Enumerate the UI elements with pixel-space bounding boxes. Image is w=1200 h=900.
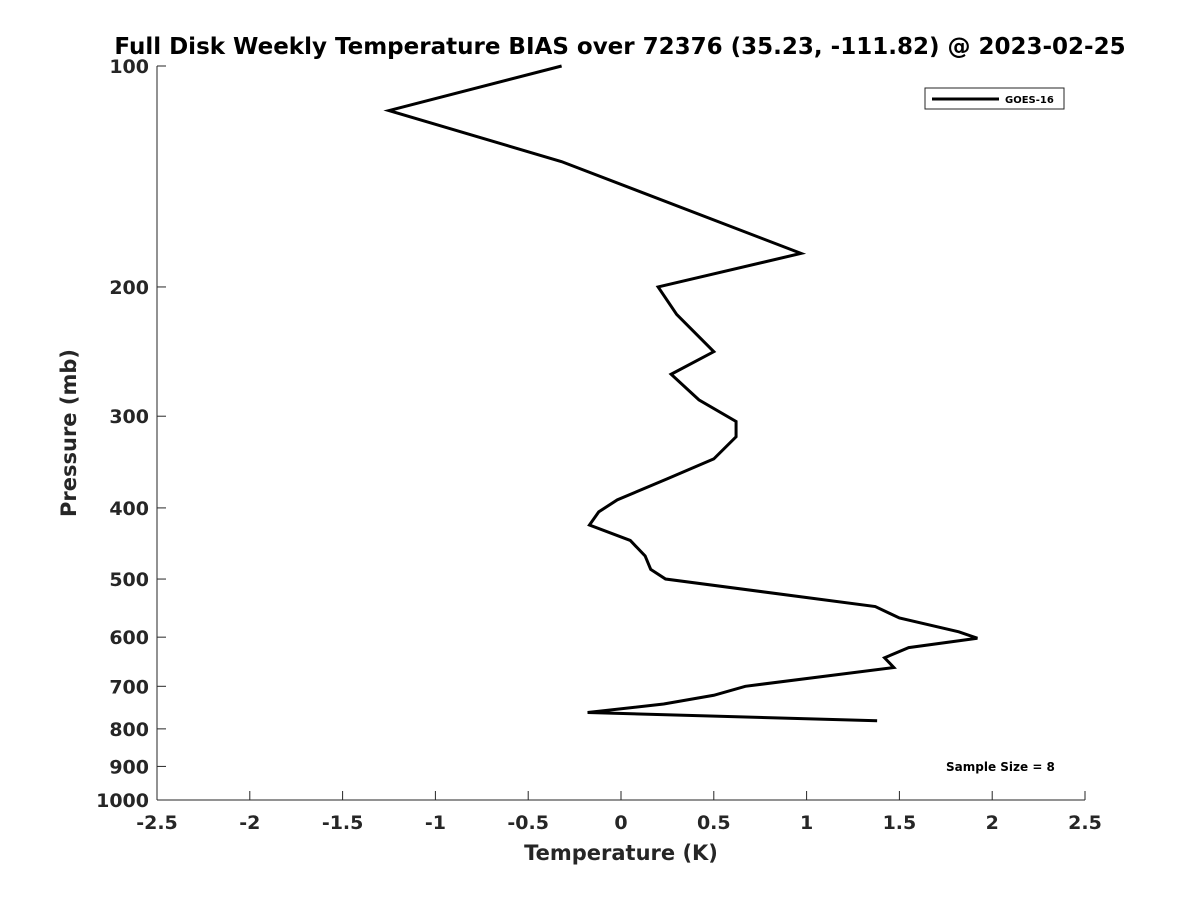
legend: GOES-16 [924,87,1065,110]
chart-title: Full Disk Weekly Temperature BIAS over 7… [114,34,1125,60]
x-tick-label: 2 [986,812,999,834]
sample-size-annotation: Sample Size = 8 [946,760,1055,774]
y-tick-label: 900 [109,756,149,778]
x-axis-label: Temperature (K) [524,841,718,865]
x-axis-ticks: -2.5 -2 -1.5 -1 -0.5 0 0.5 1 1.5 2 2.5 [136,791,1102,834]
x-tick-label: -1.5 [322,812,364,834]
y-tick-label: 400 [109,498,149,520]
x-tick-label: 1 [800,812,813,834]
plot-area [157,66,1085,800]
y-tick-label: 300 [109,406,149,428]
series-line-goes-16 [383,64,978,723]
x-tick-label: 0 [614,812,627,834]
y-tick-label: 100 [109,56,149,78]
y-axis-label: Pressure (mb) [57,349,81,517]
x-tick-label: 0.5 [697,812,731,834]
y-tick-label: 500 [109,569,149,591]
y-tick-label: 600 [109,627,149,649]
y-tick-label: 1000 [96,790,149,812]
x-tick-label: -1 [425,812,446,834]
x-tick-label: -2 [239,812,260,834]
legend-label-goes-16: GOES-16 [1005,95,1054,106]
x-tick-label: -2.5 [136,812,178,834]
x-tick-label: 2.5 [1068,812,1102,834]
y-axis-ticks: 100 200 300 400 500 600 700 800 900 1000 [96,56,166,812]
y-tick-label: 700 [109,676,149,698]
x-tick-label: -0.5 [507,812,549,834]
y-tick-label: 800 [109,719,149,741]
y-tick-label: 200 [109,277,149,299]
x-tick-label: 1.5 [883,812,917,834]
